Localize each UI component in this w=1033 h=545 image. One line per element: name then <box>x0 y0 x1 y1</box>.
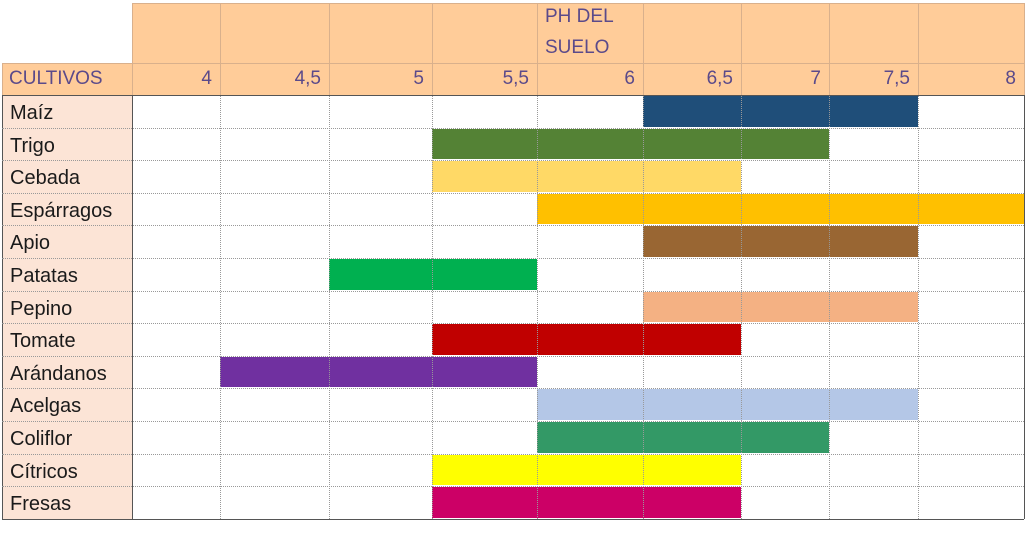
grid-vline-header <box>1024 3 1025 95</box>
grid-hline <box>2 453 1024 455</box>
grid-hline <box>2 355 1024 357</box>
crop-label: Acelgas <box>10 395 82 418</box>
column-header-cultivos: CULTIVOS <box>9 68 103 89</box>
grid-hline-header <box>2 63 1024 64</box>
ph-column-label: 7 <box>810 68 821 89</box>
grid-hline <box>2 192 1024 194</box>
grid-hline <box>2 127 1024 129</box>
crop-label: Trigo <box>10 134 55 157</box>
ph-column-label: 5,5 <box>502 68 529 89</box>
grid-vline <box>432 95 433 519</box>
grid-hline <box>2 323 1024 325</box>
ph-range-bar-8 <box>432 324 741 355</box>
grid-vline-header <box>643 3 644 95</box>
grid-vline-header <box>741 3 742 95</box>
grid-hline <box>2 388 1024 390</box>
grid-vline-left-header <box>2 63 3 95</box>
grid-vline-header <box>132 3 133 95</box>
grid-vline <box>329 95 330 519</box>
grid-vline <box>643 95 644 519</box>
grid-hline <box>2 518 1024 520</box>
crop-column-bg <box>2 95 132 519</box>
grid-hline <box>2 225 1024 227</box>
grid-vline <box>132 95 133 519</box>
ph-range-bar-12 <box>432 454 741 486</box>
ph-range-bar-13 <box>432 487 741 518</box>
ph-range-bar-9 <box>220 356 537 388</box>
ph-column-label: 4,5 <box>294 68 321 89</box>
grid-hline <box>2 258 1024 259</box>
grid-vline-header <box>537 3 538 95</box>
grid-vline <box>2 95 3 519</box>
crop-label: Tomate <box>10 330 76 353</box>
crop-label: Apio <box>10 232 51 255</box>
ph-column-label: 8 <box>1005 68 1016 89</box>
crop-label: Patatas <box>10 265 78 287</box>
grid-vline <box>1024 95 1025 519</box>
crop-label: Espárragos <box>10 199 113 222</box>
crop-label: Coliflor <box>10 428 73 450</box>
ph-range-bar-4 <box>537 193 1024 225</box>
header-ph-row <box>2 63 1024 95</box>
crop-label: Maíz <box>10 102 54 124</box>
ph-column-label: 5 <box>413 68 424 89</box>
grid-vline-header <box>432 3 433 95</box>
ph-range-bar-3 <box>432 161 741 192</box>
grid-hline-header <box>2 95 1024 96</box>
grid-vline-header <box>829 3 830 95</box>
header-title-line2: SUELO <box>545 37 610 58</box>
grid-hline-header <box>132 3 1024 4</box>
ph-range-bar-7 <box>643 291 918 323</box>
ph-range-bar-2 <box>432 128 829 160</box>
grid-vline-header <box>918 3 919 95</box>
grid-hline <box>2 486 1024 488</box>
grid-vline-header <box>329 3 330 95</box>
ph-column-label: 4 <box>201 68 212 89</box>
grid-vline <box>829 95 830 519</box>
grid-vline <box>918 95 919 519</box>
grid-hline <box>2 160 1024 162</box>
grid-vline <box>537 95 538 519</box>
grid-vline-header <box>220 3 221 95</box>
ph-range-bar-1 <box>643 96 918 127</box>
crop-label: Cítricos <box>10 460 78 483</box>
ph-range-bar-10 <box>537 389 918 420</box>
crop-label: Cebada <box>10 167 81 190</box>
grid-vline <box>741 95 742 519</box>
grid-vline <box>220 95 221 519</box>
crop-label: Pepino <box>10 297 73 320</box>
header-band <box>132 3 1024 63</box>
ph-range-bar-6 <box>329 259 537 290</box>
ph-column-label: 6 <box>624 68 635 89</box>
grid-hline <box>2 421 1024 422</box>
header-title-line1: PH DEL <box>545 6 614 27</box>
ph-range-bar-11 <box>537 422 829 453</box>
ph-column-label: 7,5 <box>883 68 910 89</box>
crop-label: Arándanos <box>10 362 107 385</box>
ph-column-label: 6,5 <box>706 68 733 89</box>
grid-hline <box>2 290 1024 292</box>
ph-range-bar-5 <box>643 226 918 257</box>
crop-label: Fresas <box>10 493 72 516</box>
